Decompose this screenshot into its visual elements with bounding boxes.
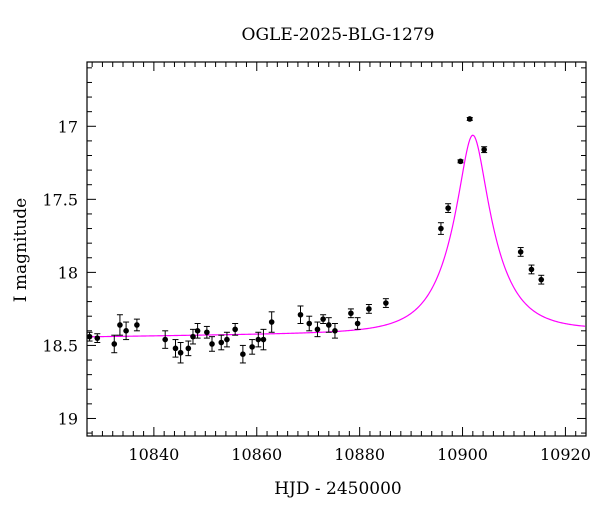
- y-tick-label: 18: [58, 263, 78, 282]
- x-tick-label: 10840: [128, 445, 179, 464]
- x-axis-label: HJD - 2450000: [274, 479, 402, 499]
- data-point: [204, 329, 210, 336]
- data-point: [325, 322, 332, 328]
- data-point: [224, 336, 230, 343]
- data-point: [134, 322, 140, 328]
- data-point: [162, 336, 168, 343]
- data-point: [466, 116, 473, 122]
- data-point: [194, 328, 201, 334]
- data-point: [190, 333, 196, 340]
- data-point: [111, 341, 118, 347]
- data-point: [185, 345, 192, 352]
- y-tick-label: 18.5: [42, 336, 78, 355]
- data-point: [517, 249, 524, 255]
- data-point: [528, 266, 535, 273]
- data-point: [457, 158, 464, 165]
- data-point: [538, 276, 545, 283]
- data-point: [366, 306, 372, 312]
- data-point: [438, 225, 444, 232]
- y-tick-label: 19: [58, 409, 78, 428]
- data-point: [218, 339, 225, 346]
- data-point: [209, 341, 215, 347]
- data-point: [249, 344, 255, 350]
- y-tick-label: 17.5: [42, 190, 78, 209]
- data-point: [383, 300, 389, 306]
- x-tick-label: 10920: [540, 445, 591, 464]
- data-point: [297, 311, 304, 318]
- data-point: [320, 316, 326, 322]
- data-point: [260, 336, 267, 343]
- data-point: [177, 349, 184, 356]
- data-point: [172, 345, 179, 352]
- data-point: [255, 336, 262, 343]
- data-point: [232, 326, 238, 333]
- x-tick-label: 10880: [334, 445, 385, 464]
- x-tick-label: 10860: [231, 445, 282, 464]
- data-point: [314, 326, 321, 333]
- chart-title: OGLE-2025-BLG-1279: [242, 25, 435, 45]
- data-point: [348, 310, 354, 317]
- data-point: [445, 205, 451, 211]
- plot-area: 10840 10860 10880 10900 10920 17 17.5 18 18.5 19: [42, 61, 591, 464]
- data-point: [481, 146, 487, 153]
- model-curve: [87, 134, 586, 338]
- data-point: [332, 328, 338, 334]
- data-point: [117, 322, 123, 328]
- data-point: [354, 320, 361, 327]
- data-point: [268, 319, 275, 325]
- x-tick-label: 10900: [437, 445, 488, 464]
- data-point: [306, 320, 313, 327]
- data-point: [123, 328, 129, 334]
- data-point: [86, 333, 93, 340]
- y-tick-label: 17: [58, 117, 78, 136]
- data-point: [94, 335, 101, 341]
- data-point: [240, 351, 246, 357]
- plot-frame: [86, 61, 587, 437]
- y-axis-label: I magnitude: [11, 198, 31, 302]
